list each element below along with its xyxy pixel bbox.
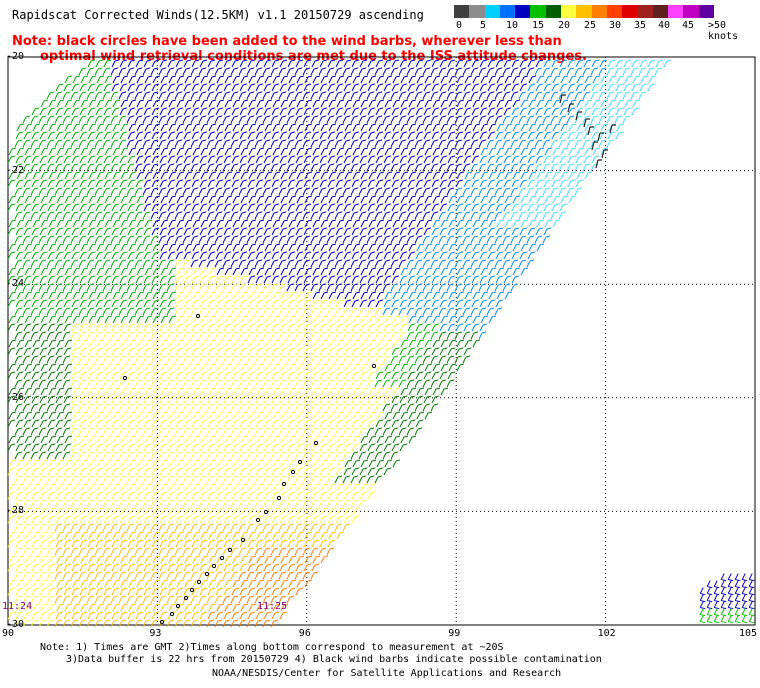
- longitude-label: 96: [298, 628, 311, 639]
- legend-swatch: [667, 5, 684, 18]
- legend-swatch: [560, 5, 577, 18]
- legend-swatch: [484, 5, 500, 18]
- footer-note-line-1: Note: 1) Times are GMT 2)Times along bot…: [40, 642, 504, 653]
- legend-swatch: [499, 5, 516, 18]
- legend-swatch: [576, 5, 592, 18]
- legend-swatch: [652, 5, 668, 18]
- legend-tick-label: 15: [532, 20, 545, 31]
- legend-swatch: [515, 5, 531, 18]
- legend-swatch: [698, 5, 714, 18]
- legend-tick-label: 25: [584, 20, 597, 31]
- legend-swatch: [637, 5, 653, 18]
- quality-flag-circles: [122, 313, 377, 625]
- map-title: Rapidscat Corrected Winds(12.5KM) v1.1 2…: [12, 8, 424, 22]
- legend-tick-label: 0: [456, 20, 463, 31]
- longitude-label: 105: [739, 628, 758, 639]
- latitude-label: -30: [6, 619, 25, 630]
- legend-tick-label: 10: [506, 20, 519, 31]
- longitude-label: 90: [2, 628, 15, 639]
- contamination-note-line-1: Note: black circles have been added to t…: [12, 34, 562, 49]
- map-frame: [7, 56, 756, 626]
- legend-swatch: [469, 5, 485, 18]
- legend-swatch: [591, 5, 607, 18]
- legend-color-bar: [454, 5, 714, 18]
- latitude-label: -20: [6, 51, 25, 62]
- legend-swatch: [454, 5, 470, 18]
- time-label-end: 11:25: [257, 601, 288, 612]
- legend-swatch: [683, 5, 699, 18]
- legend-tick-label: 30: [609, 20, 622, 31]
- latitude-label: -24: [6, 278, 25, 290]
- legend-tick-labels: 0 5 10 15 20 25 30 35 40 45 >50 knots: [454, 18, 738, 42]
- wind-barbs: [7, 59, 755, 628]
- wind-speed-legend: 0 5 10 15 20 25 30 35 40 45 >50 knots: [454, 5, 738, 42]
- legend-tick-label: 20: [558, 20, 571, 31]
- legend-swatch: [606, 5, 623, 18]
- footer-note-line-2: 3)Data buffer is 22 hrs from 20150729 4)…: [66, 654, 602, 665]
- legend-tick-label: 40: [658, 20, 671, 31]
- legend-swatch: [545, 5, 561, 18]
- legend-tick-label: 35: [634, 20, 647, 31]
- legend-tick-label: 45: [682, 20, 695, 31]
- latitude-label: -22: [6, 164, 25, 176]
- longitude-label: 102: [597, 628, 616, 639]
- legend-tick-label: >50 knots: [708, 20, 739, 42]
- time-label-start: 11:24: [2, 601, 33, 612]
- legend-swatch: [530, 5, 546, 18]
- footer-credit: NOAA/NESDIS/Center for Satellite Applica…: [212, 668, 562, 679]
- longitude-label: 93: [149, 628, 162, 639]
- legend-swatch: [622, 5, 638, 18]
- longitude-label: 99: [448, 628, 461, 639]
- legend-tick-label: 5: [480, 20, 487, 31]
- latitude-label: -26: [6, 391, 25, 403]
- latitude-label: -28: [6, 505, 25, 517]
